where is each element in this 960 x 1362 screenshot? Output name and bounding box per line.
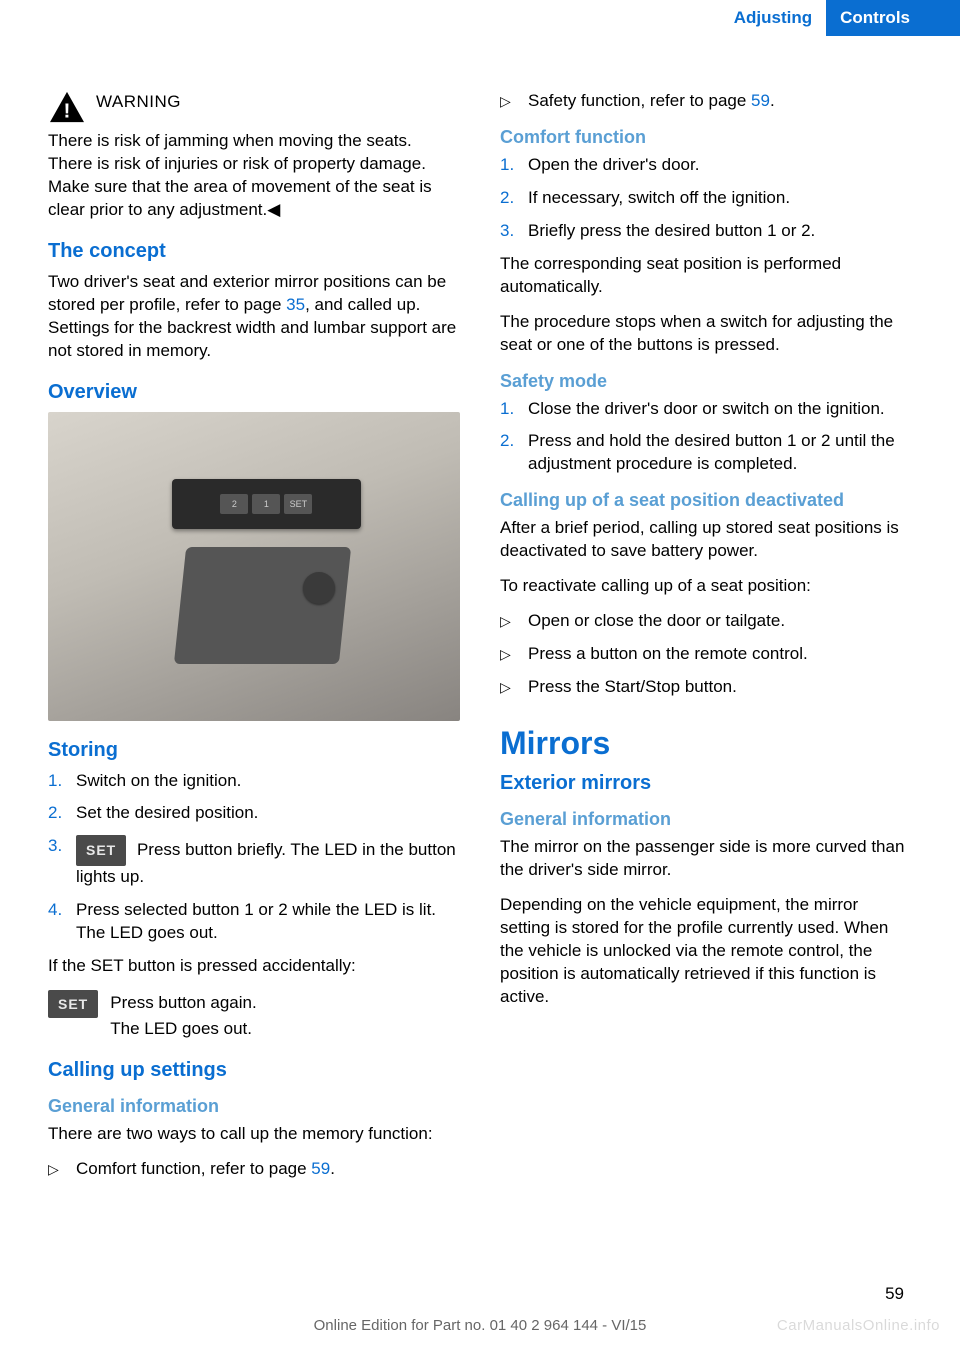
storing-step-3-text: Press button briefly. The LED in the but… <box>76 840 456 886</box>
deactivated-item-2: Press a button on the remote control. <box>500 643 912 666</box>
memory-button-2: 2 <box>220 494 248 514</box>
overview-image: 2 1 SET <box>48 412 460 721</box>
page-link-35[interactable]: 35 <box>286 295 305 314</box>
warning-title: WARNING <box>96 90 181 112</box>
storing-step-3: SET Press button briefly. The LED in the… <box>48 835 460 889</box>
safety-steps: Close the driver's door or switch on the… <box>500 398 912 477</box>
memory-button-panel: 2 1 SET <box>172 479 362 528</box>
mirrors-p2: Depending on the vehicle equipment, the … <box>500 894 912 1009</box>
safety-step-2: Press and hold the desired button 1 or 2… <box>500 430 912 476</box>
memory-button-set: SET <box>284 494 312 514</box>
mirrors-p1: The mirror on the passenger side is more… <box>500 836 912 882</box>
calling-intro: There are two ways to call up the memory… <box>48 1123 460 1146</box>
page-number: 59 <box>885 1284 904 1304</box>
deactivated-p2: To reactivate calling up of a seat posit… <box>500 575 912 598</box>
set-again-row: SET Press button again. The LED goes out… <box>48 990 460 1041</box>
storing-step-1: Switch on the ignition. <box>48 770 460 793</box>
overview-heading: Overview <box>48 381 460 404</box>
set-button-icon: SET <box>48 990 98 1018</box>
calling-list-cont: Safety function, refer to page 59. <box>500 90 912 113</box>
svg-text:!: ! <box>64 99 71 122</box>
exterior-mirrors-heading: Exterior mirrors <box>500 772 912 795</box>
comfort-step-3: Briefly press the desired button 1 or 2. <box>500 220 912 243</box>
set-again-text: Press button again. The LED goes out. <box>110 990 256 1041</box>
storing-steps: Switch on the ignition. Set the desired … <box>48 770 460 946</box>
seat-control-shape <box>174 547 351 664</box>
set-button-icon: SET <box>76 835 126 866</box>
warning-block: ! WARNING <box>48 90 460 124</box>
storing-heading: Storing <box>48 739 460 762</box>
header-chapter: Controls <box>826 0 960 36</box>
warning-body: There is risk of jamming when moving the… <box>48 130 460 222</box>
comfort-p1: The corresponding seat position is perfo… <box>500 253 912 299</box>
safety-item-pre: Safety function, refer to page <box>528 91 751 110</box>
calling-item-post: . <box>330 1159 335 1178</box>
warning-icon: ! <box>48 90 86 124</box>
deactivated-heading: Calling up of a seat position deactivate… <box>500 490 912 511</box>
comfort-p2: The procedure stops when a switch for ad… <box>500 311 912 357</box>
concept-heading: The concept <box>48 240 460 263</box>
calling-subheading: General information <box>48 1096 460 1117</box>
calling-list: Comfort function, refer to page 59. <box>48 1158 460 1181</box>
mirrors-general-heading: General information <box>500 809 912 830</box>
header-bar: Adjusting Controls <box>734 0 960 36</box>
deactivated-p1: After a brief period, calling up stored … <box>500 517 912 563</box>
header-section: Adjusting <box>734 0 826 36</box>
deactivated-item-3: Press the Start/Stop button. <box>500 676 912 699</box>
comfort-steps: Open the driver's door. If necessary, sw… <box>500 154 912 243</box>
calling-heading: Calling up settings <box>48 1059 460 1082</box>
concept-body: Two driver's seat and exterior mirror po… <box>48 271 460 363</box>
comfort-step-2: If necessary, switch off the ignition. <box>500 187 912 210</box>
safety-step-1: Close the driver's door or switch on the… <box>500 398 912 421</box>
calling-item-comfort: Comfort function, refer to page 59. <box>48 1158 460 1181</box>
comfort-heading: Comfort function <box>500 127 912 148</box>
left-column: ! WARNING There is risk of jamming when … <box>48 90 460 1282</box>
storing-step-4: Press selected button 1 or 2 while the L… <box>48 899 460 945</box>
deactivated-list: Open or close the door or tailgate. Pres… <box>500 610 912 699</box>
memory-button-1: 1 <box>252 494 280 514</box>
set-again-line2: The LED goes out. <box>110 1016 256 1042</box>
safety-heading: Safety mode <box>500 371 912 392</box>
deactivated-item-1: Open or close the door or tailgate. <box>500 610 912 633</box>
safety-item-post: . <box>770 91 775 110</box>
page-body: ! WARNING There is risk of jamming when … <box>48 90 912 1282</box>
storing-step-2: Set the desired position. <box>48 802 460 825</box>
comfort-step-1: Open the driver's door. <box>500 154 912 177</box>
calling-item-safety: Safety function, refer to page 59. <box>500 90 912 113</box>
page-link-59b[interactable]: 59 <box>751 91 770 110</box>
calling-item-pre: Comfort function, refer to page <box>76 1159 311 1178</box>
watermark: CarManualsOnline.info <box>777 1317 940 1334</box>
mirrors-title: Mirrors <box>500 725 912 762</box>
page-link-59[interactable]: 59 <box>311 1159 330 1178</box>
storing-after: If the SET button is pressed accidentall… <box>48 955 460 978</box>
set-again-line1: Press button again. <box>110 990 256 1016</box>
right-column: Safety function, refer to page 59. Comfo… <box>500 90 912 1282</box>
